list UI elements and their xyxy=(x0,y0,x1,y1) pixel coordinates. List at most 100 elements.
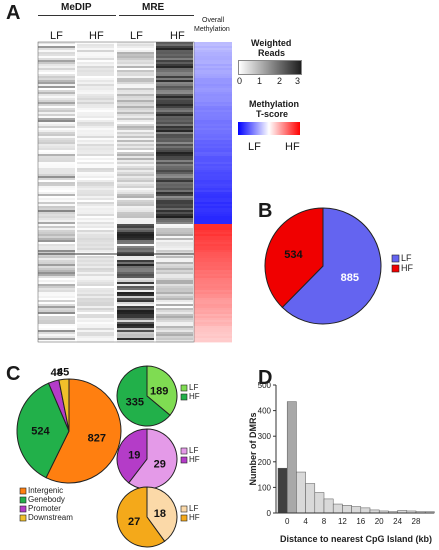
pie-c-main-value-0: 827 xyxy=(88,432,106,444)
x-tick-label: 0 xyxy=(285,517,290,526)
pie-b-legend-swatch-1 xyxy=(391,264,400,273)
pie-c-main-legend-swatch-1 xyxy=(19,496,27,504)
pie-c-main-slice-1 xyxy=(16,382,70,479)
tscore-lf-label: LF xyxy=(248,141,261,153)
pie-c-main-legend-label-1: Genebody xyxy=(28,495,65,504)
tscore-colorbar xyxy=(238,122,300,135)
pie-c-downstream-value-1: 27 xyxy=(128,516,140,528)
overall-label-2: Methylation xyxy=(194,26,230,33)
pie-c-main-legend-label-2: Promoter xyxy=(28,504,61,513)
weighted-tick-0: 0 xyxy=(237,76,243,86)
pie-b-value-0: 885 xyxy=(341,272,359,284)
pie-c-main-legend-swatch-0 xyxy=(19,487,27,495)
pie-c-genebody-legend-label-0: LF xyxy=(189,383,198,392)
pie-c-downstream-slice-1 xyxy=(116,486,166,548)
pie-b-slice-1 xyxy=(264,207,324,309)
bar xyxy=(332,503,343,514)
pie-b-value-1: 534 xyxy=(284,249,303,261)
pie-c-promoter-legend-swatch-1 xyxy=(180,456,188,464)
mre-lf-label: LF xyxy=(130,30,143,42)
pie-c-promoter-legend-label-0: LF xyxy=(189,446,198,455)
pie-c-genebody-legend-swatch-1 xyxy=(180,393,188,401)
y-tick-label: 100 xyxy=(258,483,272,492)
pie-c-downstream-legend-swatch-1 xyxy=(180,514,188,522)
pie-c-main-legend-swatch-3 xyxy=(19,514,27,522)
pie-c-genebody-legend-label-1: HF xyxy=(189,392,200,401)
pie-c-promoter-value-1: 19 xyxy=(128,450,140,462)
pie-c-genebody-value-1: 335 xyxy=(126,397,144,409)
panel-letter-c: C xyxy=(6,363,21,385)
medip-label: MeDIP xyxy=(61,2,92,13)
x-tick-label: 16 xyxy=(356,517,365,526)
bar xyxy=(360,507,371,514)
y-tick-label: 500 xyxy=(258,381,272,390)
pie-b-legend-label-0: LF xyxy=(401,253,412,263)
pie-c-genebody-legend-swatch-0 xyxy=(180,384,188,392)
pie-c-main-legend-swatch-2 xyxy=(19,505,27,513)
overall-label-1: Overall xyxy=(202,17,225,24)
pie-b-legend-label-1: HF xyxy=(401,263,413,273)
x-tick-label: 8 xyxy=(322,517,327,526)
weighted-title-1: Weighted xyxy=(251,38,292,48)
pie-c-genebody-slice-1 xyxy=(116,365,171,427)
pie-c-downstream-slice-0 xyxy=(146,486,178,542)
x-axis-label: Distance to nearest CpG Island (kb) xyxy=(280,534,432,544)
y-tick-label: 400 xyxy=(258,407,272,416)
x-tick-label: 12 xyxy=(338,517,347,526)
bar xyxy=(286,401,297,514)
medip-hf-label: HF xyxy=(89,30,104,42)
x-tick-label: 4 xyxy=(303,517,308,526)
pie-c-main-slice-0 xyxy=(45,378,122,484)
y-tick-label: 200 xyxy=(258,458,272,467)
pie-c-promoter-legend-label-1: HF xyxy=(189,455,200,464)
bar xyxy=(342,505,352,514)
pie-c-main-value-2: 48 xyxy=(51,367,63,379)
panel-letter-d: D xyxy=(258,367,273,389)
pie-c-main-value-1: 524 xyxy=(31,425,50,437)
bar xyxy=(323,498,334,514)
weighted-title-2: Reads xyxy=(258,48,286,58)
y-tick-label: 0 xyxy=(267,509,272,518)
y-tick-label: 300 xyxy=(258,432,272,441)
weighted-tick-2: 2 xyxy=(277,76,283,86)
weighted-reads-colorbar xyxy=(238,60,302,75)
tscore-hf-label: HF xyxy=(285,141,300,153)
mre-label: MRE xyxy=(142,2,165,13)
panel-letter-b: B xyxy=(258,200,273,222)
medip-underline xyxy=(38,15,116,16)
pie-c-downstream-legend-label-1: HF xyxy=(189,513,200,522)
pie-c-main-legend-label-0: Intergenic xyxy=(28,486,63,495)
mre-underline xyxy=(119,15,194,16)
pie-c-genebody-value-0: 189 xyxy=(150,385,168,397)
tscore-title-1: Methylation xyxy=(249,99,300,109)
pie-c-downstream-legend-swatch-0 xyxy=(180,505,188,513)
x-tick-label: 28 xyxy=(412,517,421,526)
pie-c-promoter-value-0: 29 xyxy=(154,458,166,470)
pie-c-genebody-slice-0 xyxy=(146,365,178,416)
weighted-tick-3: 3 xyxy=(295,76,301,86)
pie-c-main-slice-3 xyxy=(58,378,70,432)
bar xyxy=(305,483,316,514)
x-tick-label: 24 xyxy=(393,517,402,526)
mre-hf-label: HF xyxy=(170,30,185,42)
bar xyxy=(314,492,325,514)
pie-c-main-legend-label-3: Downstream xyxy=(28,513,73,522)
medip-lf-label: LF xyxy=(50,30,63,42)
pie-c-promoter-legend-swatch-0 xyxy=(180,447,188,455)
bar xyxy=(277,467,288,514)
pie-c-downstream-legend-label-0: LF xyxy=(189,504,198,513)
tscore-title-2: T-score xyxy=(256,109,289,119)
x-tick-label: 20 xyxy=(375,517,384,526)
panel-letter-a: A xyxy=(6,2,21,24)
bar xyxy=(296,471,306,514)
pie-c-promoter-slice-1 xyxy=(116,428,148,484)
y-axis-label: Number of DMRs xyxy=(248,412,258,485)
bar xyxy=(351,506,362,514)
pie-b-slice-0 xyxy=(281,207,382,325)
weighted-tick-1: 1 xyxy=(257,76,263,86)
pie-c-main-value-3: 45 xyxy=(57,366,69,378)
